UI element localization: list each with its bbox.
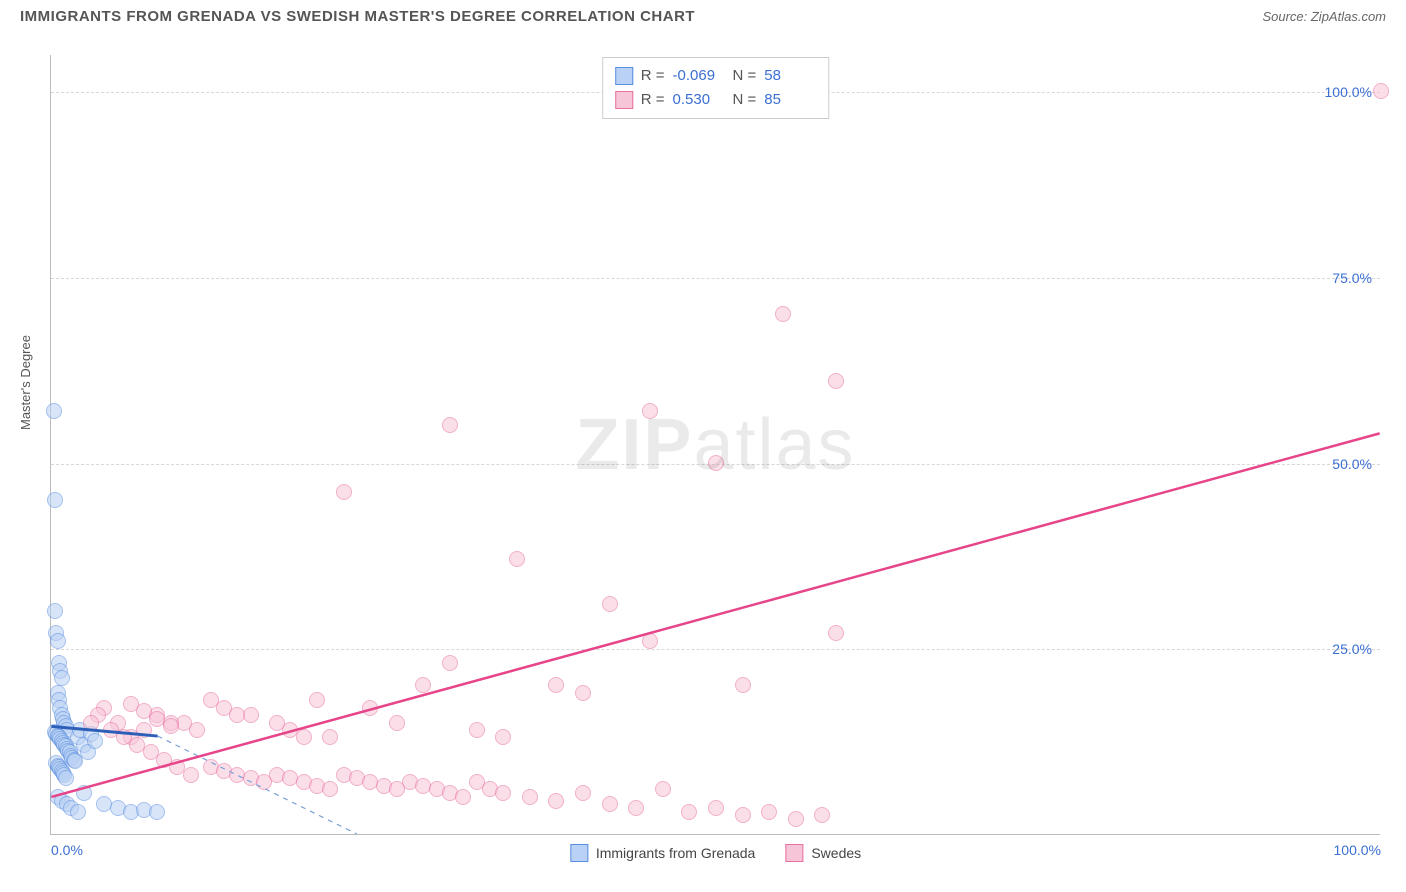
y-tick-label: 75.0%: [1332, 270, 1372, 286]
gridline: [51, 649, 1380, 650]
r-value-swedes: 0.530: [673, 88, 725, 112]
data-point-swedes: [655, 781, 671, 797]
chart-title: IMMIGRANTS FROM GRENADA VS SWEDISH MASTE…: [20, 8, 695, 25]
data-point-swedes: [322, 729, 338, 745]
data-point-swedes: [775, 306, 791, 322]
swatch-grenada-icon: [615, 67, 633, 85]
y-tick-label: 100.0%: [1325, 84, 1372, 100]
x-tick-label: 100.0%: [1334, 842, 1381, 858]
legend-row-swedes: R = 0.530 N = 85: [615, 88, 817, 112]
swatch-swedes-icon: [615, 91, 633, 109]
data-point-swedes: [628, 800, 644, 816]
data-point-grenada: [58, 770, 74, 786]
data-point-swedes: [708, 800, 724, 816]
data-point-swedes: [83, 715, 99, 731]
r-value-grenada: -0.069: [673, 64, 725, 88]
data-point-swedes: [642, 403, 658, 419]
data-point-swedes: [814, 807, 830, 823]
data-point-swedes: [189, 722, 205, 738]
data-point-grenada: [50, 633, 66, 649]
scatter-chart: ZIPatlas R = -0.069 N = 58 R = 0.530 N =…: [50, 55, 1380, 835]
data-point-swedes: [495, 785, 511, 801]
data-point-swedes: [509, 551, 525, 567]
data-point-swedes: [469, 722, 485, 738]
data-point-swedes: [455, 789, 471, 805]
data-point-swedes: [229, 707, 245, 723]
correlation-legend: R = -0.069 N = 58 R = 0.530 N = 85: [602, 57, 830, 119]
data-point-swedes: [442, 417, 458, 433]
series-legend: Immigrants from Grenada Swedes: [570, 844, 861, 862]
data-point-swedes: [602, 796, 618, 812]
data-point-swedes: [602, 596, 618, 612]
legend-item-swedes: Swedes: [785, 844, 861, 862]
data-point-swedes: [389, 715, 405, 731]
source-attribution: Source: ZipAtlas.com: [1262, 9, 1386, 24]
n-value-swedes: 85: [764, 88, 816, 112]
data-point-grenada: [46, 403, 62, 419]
data-point-swedes: [788, 811, 804, 827]
legend-row-grenada: R = -0.069 N = 58: [615, 64, 817, 88]
data-point-swedes: [309, 692, 325, 708]
data-point-grenada: [87, 733, 103, 749]
data-point-swedes: [415, 677, 431, 693]
data-point-swedes: [336, 484, 352, 500]
data-point-swedes: [575, 785, 591, 801]
chart-header: IMMIGRANTS FROM GRENADA VS SWEDISH MASTE…: [0, 0, 1406, 29]
data-point-swedes: [362, 700, 378, 716]
data-point-grenada: [70, 804, 86, 820]
swatch-grenada-icon: [570, 844, 588, 862]
data-point-swedes: [296, 729, 312, 745]
data-point-swedes: [708, 455, 724, 471]
data-point-grenada: [54, 670, 70, 686]
watermark-text: ZIPatlas: [575, 404, 855, 486]
data-point-swedes: [163, 718, 179, 734]
data-point-swedes: [322, 781, 338, 797]
swatch-swedes-icon: [785, 844, 803, 862]
legend-item-grenada: Immigrants from Grenada: [570, 844, 756, 862]
data-point-swedes: [183, 767, 199, 783]
data-point-swedes: [575, 685, 591, 701]
data-point-swedes: [828, 373, 844, 389]
data-point-swedes: [735, 677, 751, 693]
data-point-grenada: [47, 492, 63, 508]
legend-label-grenada: Immigrants from Grenada: [596, 845, 756, 861]
data-point-swedes: [642, 633, 658, 649]
data-point-swedes: [828, 625, 844, 641]
data-point-swedes: [681, 804, 697, 820]
data-point-grenada: [47, 603, 63, 619]
data-point-swedes: [495, 729, 511, 745]
data-point-grenada: [149, 804, 165, 820]
data-point-grenada: [76, 785, 92, 801]
x-tick-label: 0.0%: [51, 842, 83, 858]
n-value-grenada: 58: [764, 64, 816, 88]
data-point-swedes: [442, 655, 458, 671]
data-point-swedes: [1373, 83, 1389, 99]
legend-label-swedes: Swedes: [811, 845, 861, 861]
data-point-swedes: [548, 677, 564, 693]
data-point-swedes: [735, 807, 751, 823]
y-axis-label: Master's Degree: [18, 335, 33, 430]
gridline: [51, 278, 1380, 279]
y-tick-label: 25.0%: [1332, 641, 1372, 657]
data-point-swedes: [548, 793, 564, 809]
data-point-swedes: [522, 789, 538, 805]
data-point-swedes: [761, 804, 777, 820]
y-tick-label: 50.0%: [1332, 456, 1372, 472]
